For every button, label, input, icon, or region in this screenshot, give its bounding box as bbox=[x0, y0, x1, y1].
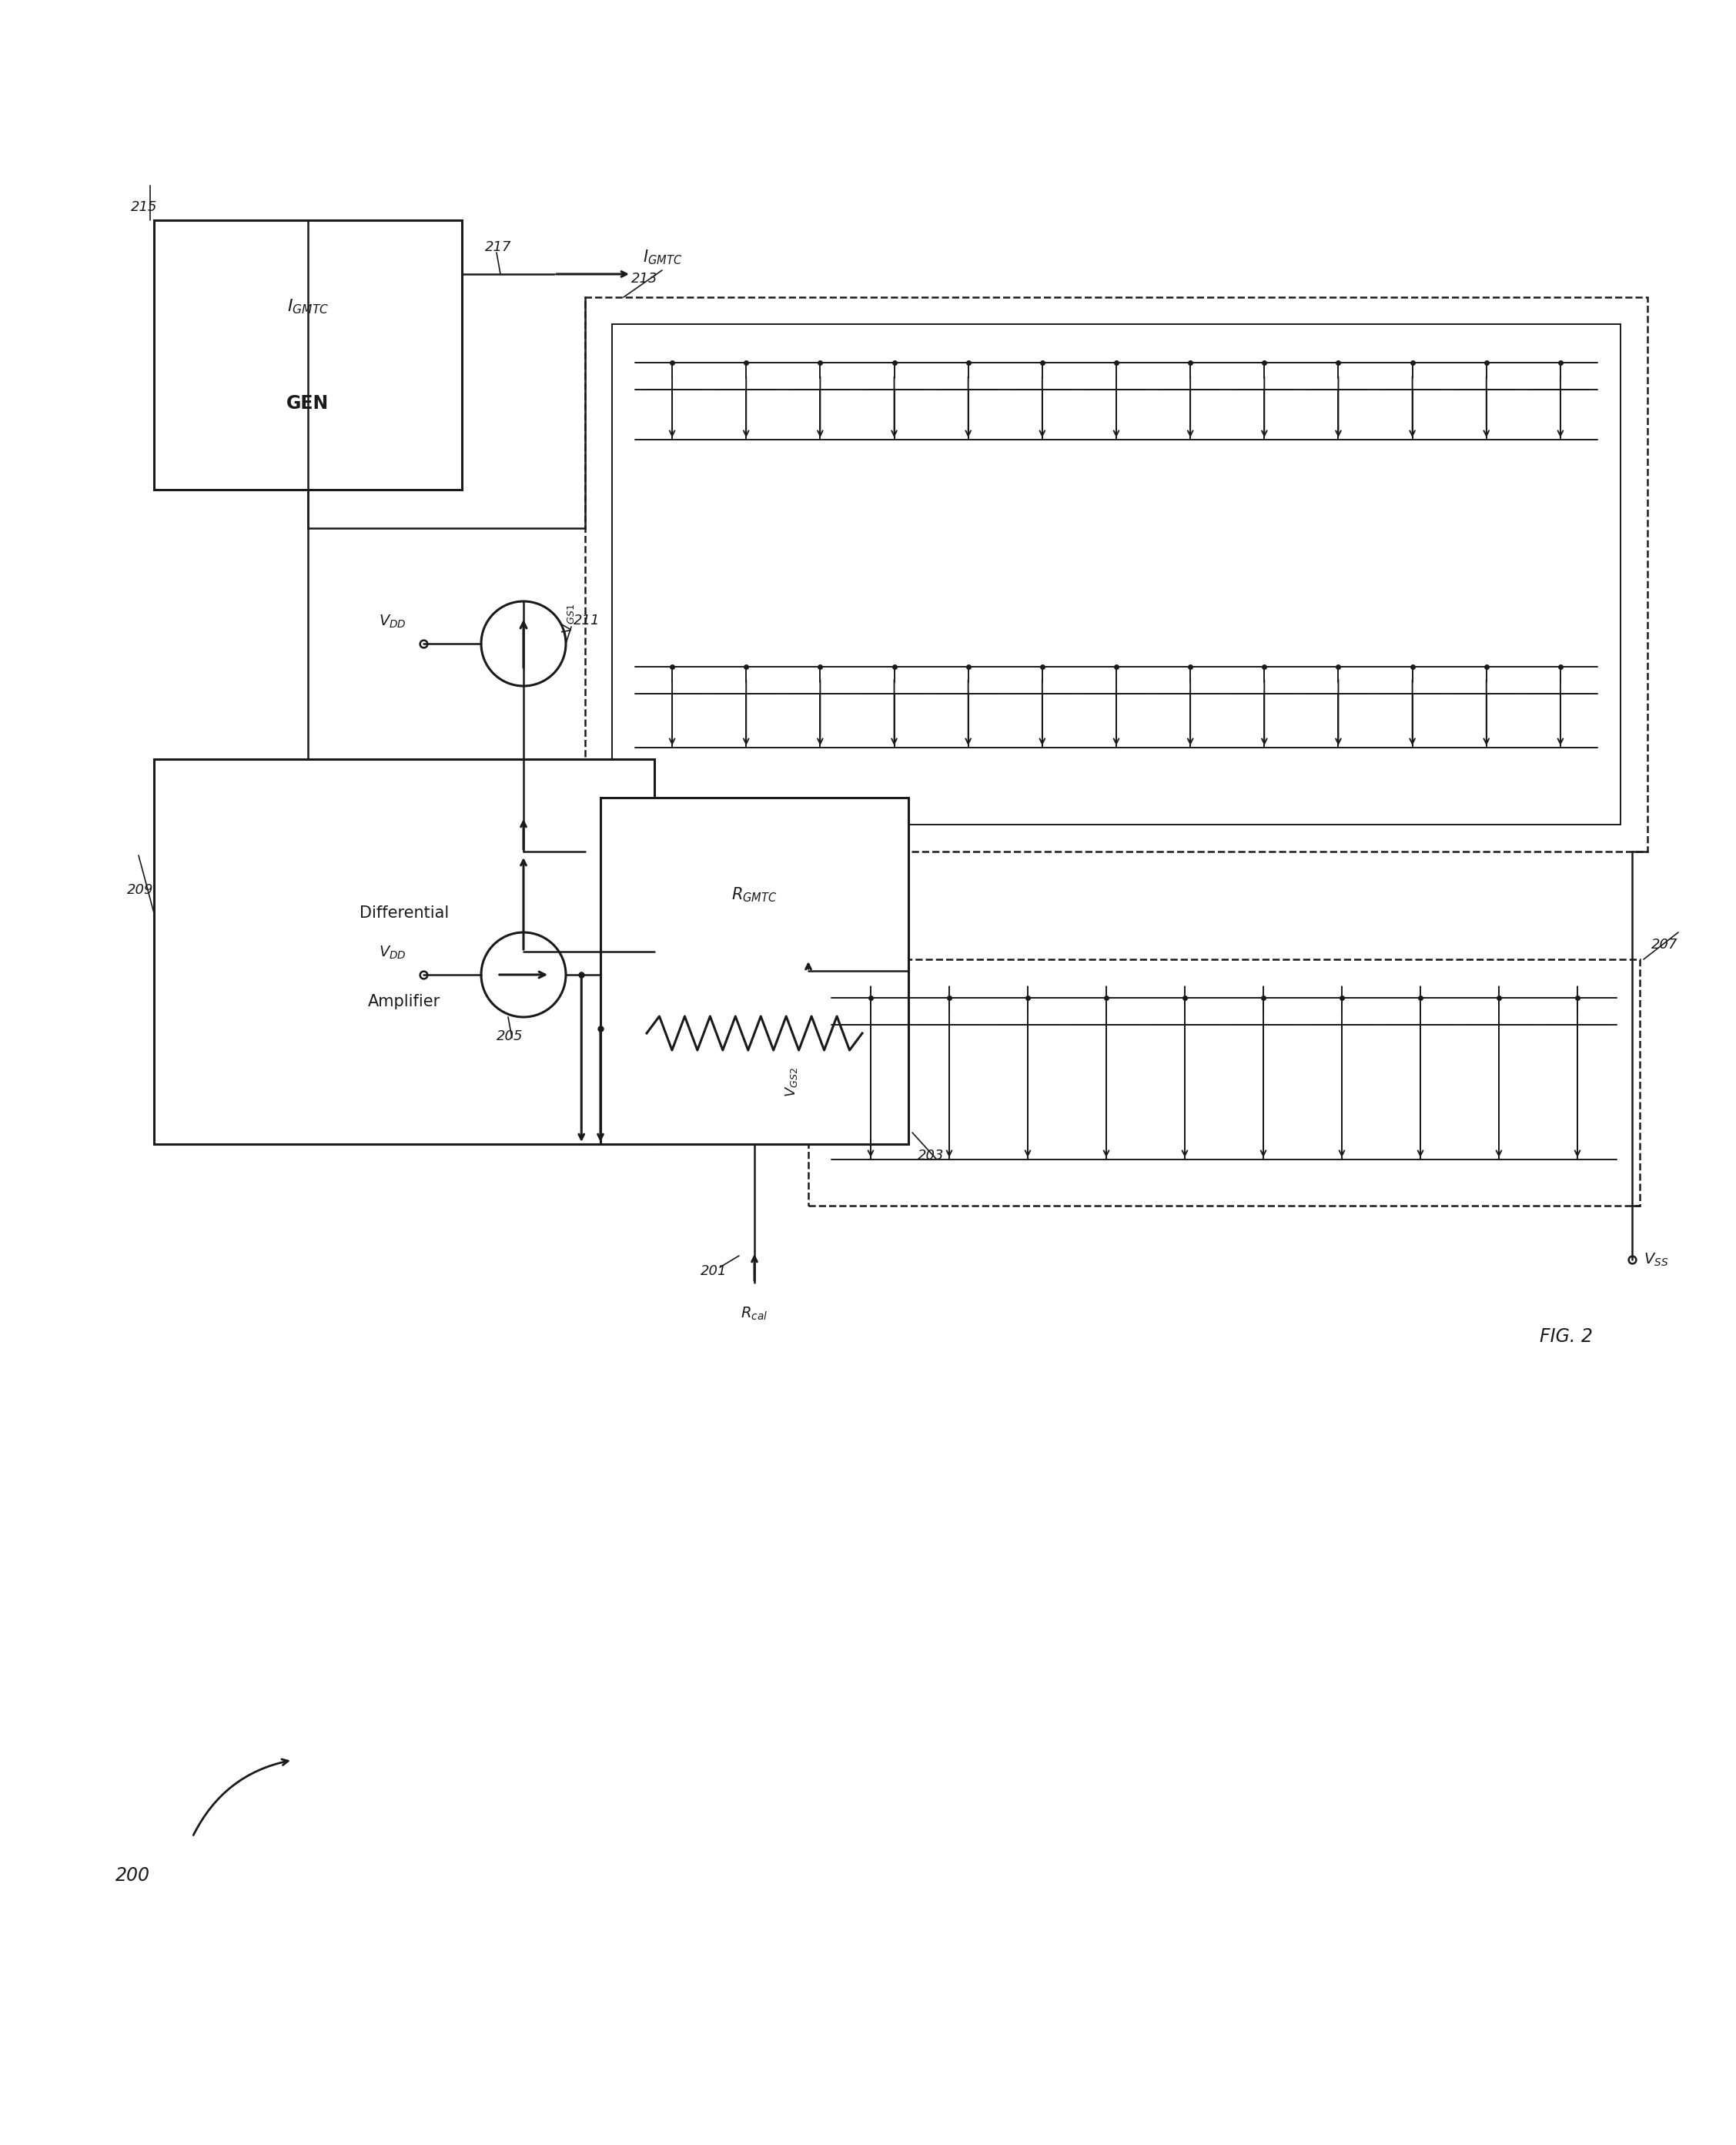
Text: $V_{DD}$: $V_{DD}$ bbox=[378, 944, 406, 961]
Text: 217: 217 bbox=[484, 240, 512, 253]
Text: $V_{DD}$: $V_{DD}$ bbox=[378, 613, 406, 631]
Text: $I_{GMTC}$: $I_{GMTC}$ bbox=[642, 249, 682, 266]
Bar bbox=[613, 324, 1620, 824]
Text: 207: 207 bbox=[1651, 937, 1679, 952]
Bar bbox=[155, 221, 462, 489]
Bar bbox=[585, 298, 1647, 852]
Text: Amplifier: Amplifier bbox=[368, 993, 441, 1010]
Text: 201: 201 bbox=[701, 1263, 727, 1278]
Text: 213: 213 bbox=[632, 272, 658, 285]
Text: $V_{GS2}$: $V_{GS2}$ bbox=[783, 1068, 799, 1098]
Text: FIG. 2: FIG. 2 bbox=[1540, 1328, 1592, 1345]
Text: GEN: GEN bbox=[286, 395, 330, 412]
Text: $R_{cal}$: $R_{cal}$ bbox=[741, 1306, 767, 1321]
Text: $R_{GMTC}$: $R_{GMTC}$ bbox=[731, 886, 778, 903]
Text: 203: 203 bbox=[918, 1150, 944, 1163]
Text: 215: 215 bbox=[130, 199, 158, 215]
Bar bbox=[155, 759, 654, 1143]
Text: 200: 200 bbox=[116, 1866, 149, 1885]
Text: 205: 205 bbox=[496, 1030, 523, 1042]
Text: $I_{GMTC}$: $I_{GMTC}$ bbox=[286, 298, 328, 315]
Bar bbox=[601, 798, 908, 1143]
Bar bbox=[809, 959, 1641, 1205]
Text: $V_{SS}$: $V_{SS}$ bbox=[1644, 1251, 1668, 1268]
Text: 211: 211 bbox=[573, 613, 601, 628]
FancyArrowPatch shape bbox=[193, 1759, 288, 1836]
Text: Differential: Differential bbox=[359, 905, 450, 920]
Text: $V_{GS1}$: $V_{GS1}$ bbox=[561, 603, 576, 633]
Text: 209: 209 bbox=[127, 884, 153, 897]
